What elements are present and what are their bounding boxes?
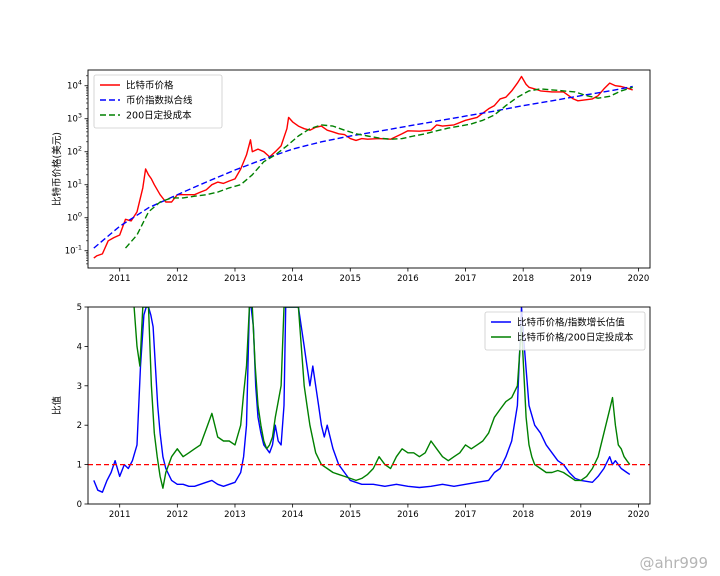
y-tick-label: 102 <box>67 145 82 158</box>
legend-label: 200日定投成本 <box>126 110 192 122</box>
legend-box <box>93 74 223 129</box>
legend-label: 比特币价格/200日定投成本 <box>517 332 634 344</box>
y-tick-label: 2 <box>77 421 82 431</box>
y-tick-label: 10-1 <box>65 244 82 257</box>
y-tick-label: 104 <box>67 79 82 92</box>
x-tick-label: 2012 <box>167 274 189 284</box>
series-line-1 <box>93 75 633 259</box>
series-line-1 <box>93 307 631 493</box>
legend-label: 比特币价格/指数增长估值 <box>517 317 625 329</box>
watermark: @ahr999 <box>640 554 709 572</box>
x-tick-label: 2015 <box>339 274 361 284</box>
ratio-chart: 2011 2012 2013 2014 2015 2016 2017 2018 2019 2020… <box>51 303 651 520</box>
plot-area <box>93 307 631 493</box>
y-axis-label: 比值 <box>51 396 63 416</box>
series-line-2 <box>133 307 631 489</box>
x-tick-label: 2016 <box>397 274 419 284</box>
x-tick-label: 2020 <box>628 510 650 520</box>
x-tick-label: 2011 <box>109 510 131 520</box>
y-tick-label: 0 <box>77 500 82 510</box>
x-tick-label: 2012 <box>167 510 189 520</box>
y-tick-label: 1 <box>77 461 82 471</box>
x-tick-label: 2019 <box>570 510 592 520</box>
x-tick-label: 2016 <box>397 510 419 520</box>
x-tick-label: 2017 <box>455 510 477 520</box>
plot-area <box>93 75 633 259</box>
x-tick-label: 2018 <box>512 274 534 284</box>
x-tick-label: 2018 <box>512 510 534 520</box>
x-tick-label: 2015 <box>339 510 361 520</box>
axes-frame <box>87 306 651 505</box>
series-line-3 <box>124 86 633 249</box>
x-tick-label: 2014 <box>282 510 304 520</box>
y-axis-label: 比特币价格(美元) <box>51 132 63 206</box>
x-tick-label: 2013 <box>224 274 246 284</box>
x-tick-label: 2013 <box>224 510 246 520</box>
legend-label: 比特币价格 <box>126 80 174 92</box>
y-tick-label: 100 <box>67 211 82 224</box>
series-line-2 <box>93 85 633 249</box>
x-tick-label: 2014 <box>282 274 304 284</box>
legend-label: 币价指数拟合线 <box>126 95 193 107</box>
x-tick-label: 2011 <box>109 274 131 284</box>
y-tick-label: 4 <box>77 342 82 352</box>
y-tick-label: 3 <box>77 382 82 392</box>
y-tick-label: 103 <box>67 112 82 125</box>
x-tick-label: 2017 <box>455 274 477 284</box>
x-tick-label: 2020 <box>628 274 650 284</box>
y-tick-label: 5 <box>77 303 82 313</box>
y-tick-label: 101 <box>67 178 82 191</box>
x-tick-label: 2019 <box>570 274 592 284</box>
legend-box <box>484 311 646 351</box>
price-chart: 2011 2012 2013 2014 2015 2016 2017 2018 2019 2020… <box>51 69 651 284</box>
